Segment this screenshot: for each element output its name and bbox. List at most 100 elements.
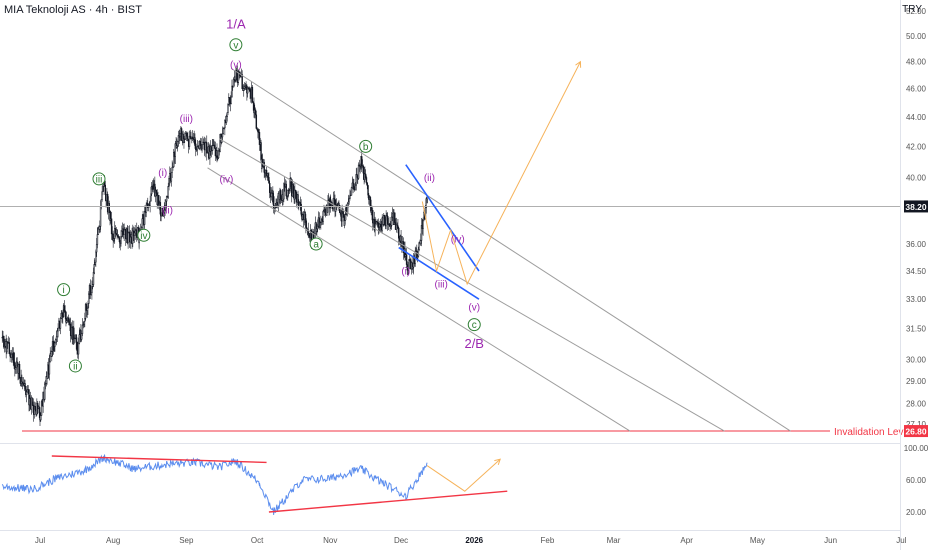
candle-body: [145, 204, 147, 213]
candle: [319, 221, 321, 228]
wave-label: (v): [468, 302, 480, 313]
candle: [92, 277, 94, 290]
candle: [168, 175, 170, 191]
candle-body: [143, 211, 146, 225]
candle: [99, 220, 101, 234]
candle-body: [183, 138, 185, 144]
candle: [173, 148, 175, 168]
candle: [395, 217, 398, 233]
candle: [286, 194, 288, 201]
candle-body: [123, 228, 125, 235]
candle-body: [348, 198, 350, 203]
price-tick-label: 50.00: [906, 32, 927, 41]
candle-body: [246, 87, 249, 94]
candle-body: [87, 303, 89, 309]
candle-body: [226, 112, 228, 117]
candle: [231, 79, 233, 98]
candle: [9, 349, 11, 363]
candle-body: [179, 133, 181, 137]
candle-body: [416, 256, 419, 259]
candle-body: [168, 178, 170, 187]
candle: [316, 219, 319, 233]
candle: [227, 102, 229, 116]
candle: [8, 337, 11, 355]
candle-body: [355, 174, 357, 186]
price-tick-label: 46.00: [906, 85, 927, 94]
candle-body: [84, 304, 87, 319]
candle: [327, 195, 329, 216]
candle-body: [322, 211, 324, 222]
wave-label: a: [313, 240, 319, 251]
candle: [204, 137, 206, 158]
candle-body: [88, 293, 90, 304]
candle: [397, 218, 399, 234]
candle-body: [249, 87, 251, 93]
candle-body: [356, 174, 358, 178]
price-tick-label: 31.50: [906, 325, 927, 334]
price-tick-label: 34.50: [906, 267, 927, 276]
candle-body: [151, 185, 153, 195]
candle: [162, 210, 165, 217]
candle-body: [323, 209, 325, 212]
candle-body: [102, 185, 104, 192]
candle: [352, 178, 354, 194]
candle-body: [189, 135, 191, 139]
candle: [3, 335, 5, 349]
candle-body: [222, 128, 224, 135]
candle: [67, 314, 70, 323]
candle-body: [372, 210, 374, 224]
invalidation-tag: [904, 425, 928, 438]
candle-body: [397, 225, 399, 229]
candle-body: [231, 85, 233, 98]
candle: [267, 172, 269, 182]
candle-body: [378, 226, 380, 228]
candle-body: [63, 305, 66, 311]
wave-label: b: [363, 142, 369, 153]
wave-label-circle: [137, 228, 151, 242]
candle: [407, 262, 409, 276]
candle: [254, 107, 257, 119]
candle: [346, 202, 349, 217]
candle: [104, 180, 106, 202]
candle-body: [225, 116, 228, 123]
candle: [241, 70, 243, 90]
candle-body: [408, 259, 410, 269]
wave-label-circle: [309, 237, 323, 251]
candle: [356, 167, 358, 184]
candle-body: [350, 194, 352, 197]
candle: [246, 85, 249, 98]
candle-body: [186, 132, 188, 141]
candle: [97, 226, 99, 235]
candle: [202, 136, 204, 150]
candle: [305, 213, 307, 234]
candle: [120, 230, 122, 247]
candle-body: [402, 241, 405, 254]
candle: [349, 189, 351, 201]
candle: [213, 141, 216, 150]
candle: [48, 355, 51, 381]
candle-body: [305, 227, 308, 230]
candle: [40, 399, 43, 416]
candle: [129, 230, 132, 249]
candle: [287, 189, 289, 201]
candle-body: [398, 227, 400, 239]
candle-body: [66, 320, 68, 323]
candle-body: [77, 343, 80, 355]
candle: [44, 381, 46, 403]
candle-body: [129, 236, 132, 243]
wave-label-circle: [57, 283, 71, 297]
price-pane: Invalidation Level 1/A v (v) (iii) (iv) (i) (ii…: [0, 16, 911, 438]
candle: [164, 199, 166, 216]
candle-body: [362, 165, 365, 174]
candle-body: [25, 386, 27, 395]
candle: [406, 261, 409, 275]
candle-body: [251, 89, 254, 103]
candle: [124, 227, 126, 232]
candle: [31, 397, 33, 406]
price-axis: 27.10 28.00 29.00 30.00 31.50 33.00 34.50 36.00…: [904, 7, 929, 517]
candle-body: [341, 208, 343, 222]
candle-body: [188, 135, 191, 147]
candle-body: [167, 186, 169, 198]
candle: [418, 241, 420, 252]
candle-body: [8, 342, 11, 355]
